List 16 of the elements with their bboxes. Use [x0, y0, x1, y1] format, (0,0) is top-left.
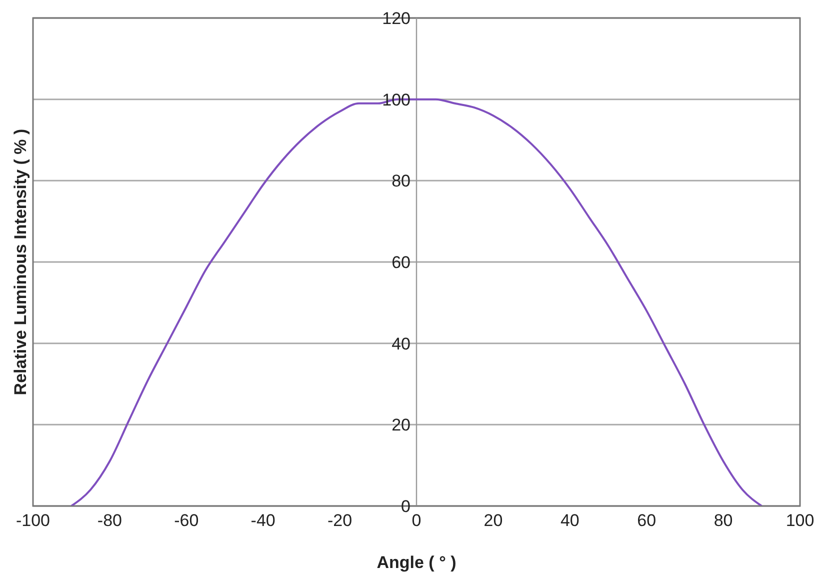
y-tick-label: 60	[392, 253, 410, 272]
x-tick-label: 40	[560, 511, 580, 530]
x-tick-label: -100	[16, 511, 50, 530]
x-tick-label: 60	[637, 511, 656, 530]
x-tick-label: 20	[484, 511, 503, 530]
y-tick-label: 40	[392, 334, 410, 354]
y-tick-label: 20	[392, 416, 410, 435]
x-tick-label: 80	[714, 511, 733, 530]
x-tick-label: -80	[97, 511, 122, 530]
x-axis-title: Angle ( ° )	[376, 553, 456, 572]
x-tick-label: -40	[250, 511, 276, 530]
x-tick-label: 100	[786, 511, 814, 530]
y-axis-title: Relative Luminous Intensity ( % )	[11, 128, 30, 396]
x-tick-label: -20	[328, 511, 352, 530]
x-tick-label: -60	[174, 511, 199, 530]
y-tick-label: 80	[392, 172, 410, 191]
